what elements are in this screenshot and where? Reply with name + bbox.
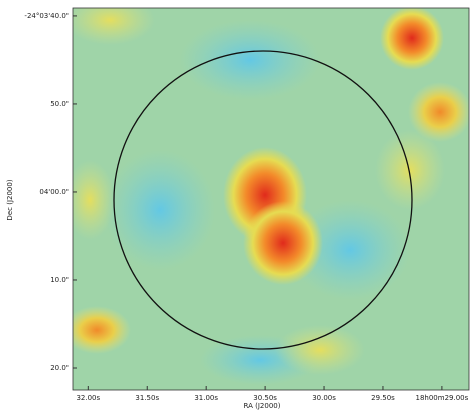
blob	[408, 82, 471, 142]
blob	[243, 201, 323, 285]
x-tick-label: 32.00s	[76, 394, 100, 402]
x-tick-label: 30.00s	[312, 394, 336, 402]
y-tick-label: 04'00.0"	[39, 188, 69, 196]
x-tick-label: 31.50s	[135, 394, 159, 402]
y-axis-label: Dec (J2000)	[6, 179, 14, 220]
x-tick-label: 30.50s	[253, 394, 277, 402]
blob	[65, 160, 115, 240]
x-tick-label: 18h00m29.00s	[416, 394, 469, 402]
blob	[275, 325, 365, 375]
y-tick-label: -24°03'40.0"	[24, 12, 69, 20]
y-tick-label: 50.0"	[50, 100, 69, 108]
blob	[105, 150, 215, 270]
x-tick-label: 29.50s	[371, 394, 395, 402]
x-tick-label: 31.00s	[194, 394, 218, 402]
blob	[180, 20, 320, 100]
x-axis-label: RA (J2000)	[244, 402, 281, 410]
sky-image	[63, 0, 471, 390]
blob	[375, 130, 445, 210]
blob	[380, 6, 444, 70]
y-tick-label: 20.0"	[50, 364, 69, 372]
y-tick-label: 10.0"	[50, 276, 69, 284]
chart: RA (J2000) Dec (J2000) 32.00s 31.50s 31.00…	[0, 0, 471, 410]
